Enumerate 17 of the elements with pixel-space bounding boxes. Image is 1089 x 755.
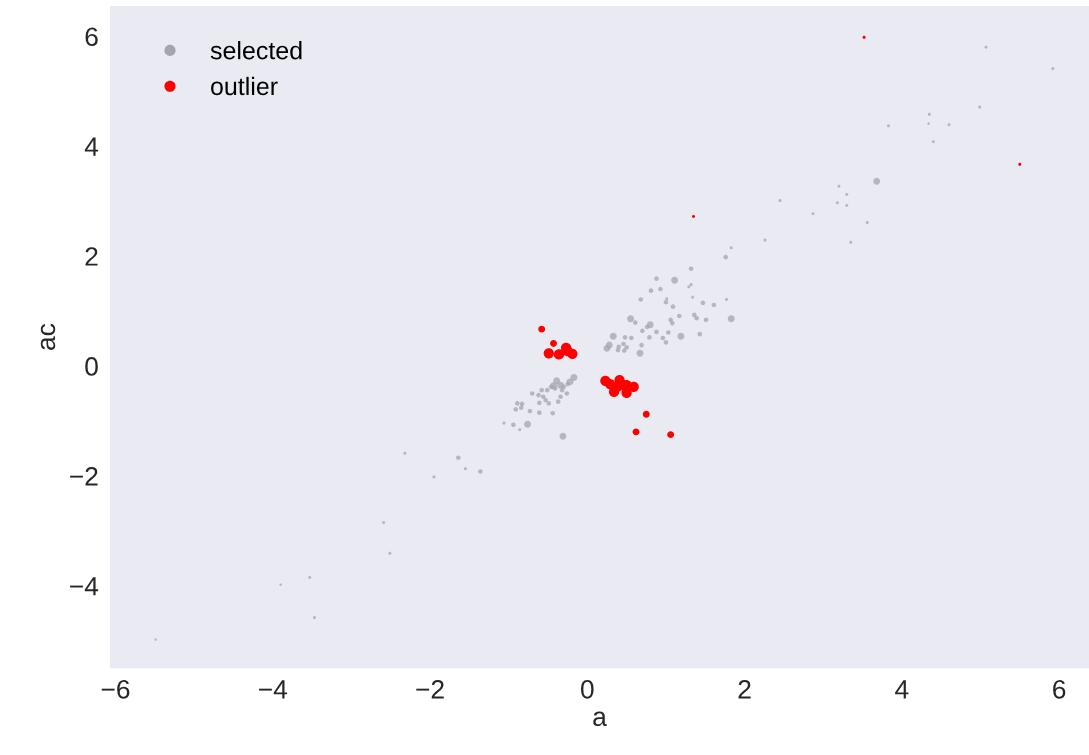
x-tick-label: −6 [101, 679, 130, 699]
legend-label: selected [210, 41, 302, 60]
x-tick-label: −4 [259, 680, 288, 699]
legend-label: outlier [211, 76, 278, 96]
y-axis-title: ac [40, 323, 56, 350]
y-tick-label: 2 [85, 247, 98, 266]
x-tick-label: −2 [416, 679, 444, 699]
x-tick-label: 2 [738, 679, 751, 699]
x-tick-label: 6 [1053, 679, 1066, 699]
x-tick-label: 4 [895, 680, 909, 699]
y-tick-label: 4 [84, 137, 99, 156]
y-tick-label: 0 [85, 357, 98, 376]
x-tick-label: 0 [581, 679, 594, 699]
x-axis-title: a [593, 711, 607, 727]
y-tick-label: 6 [85, 27, 98, 47]
y-tick-label: −4 [70, 577, 99, 596]
y-tick-label: −2 [70, 466, 98, 486]
